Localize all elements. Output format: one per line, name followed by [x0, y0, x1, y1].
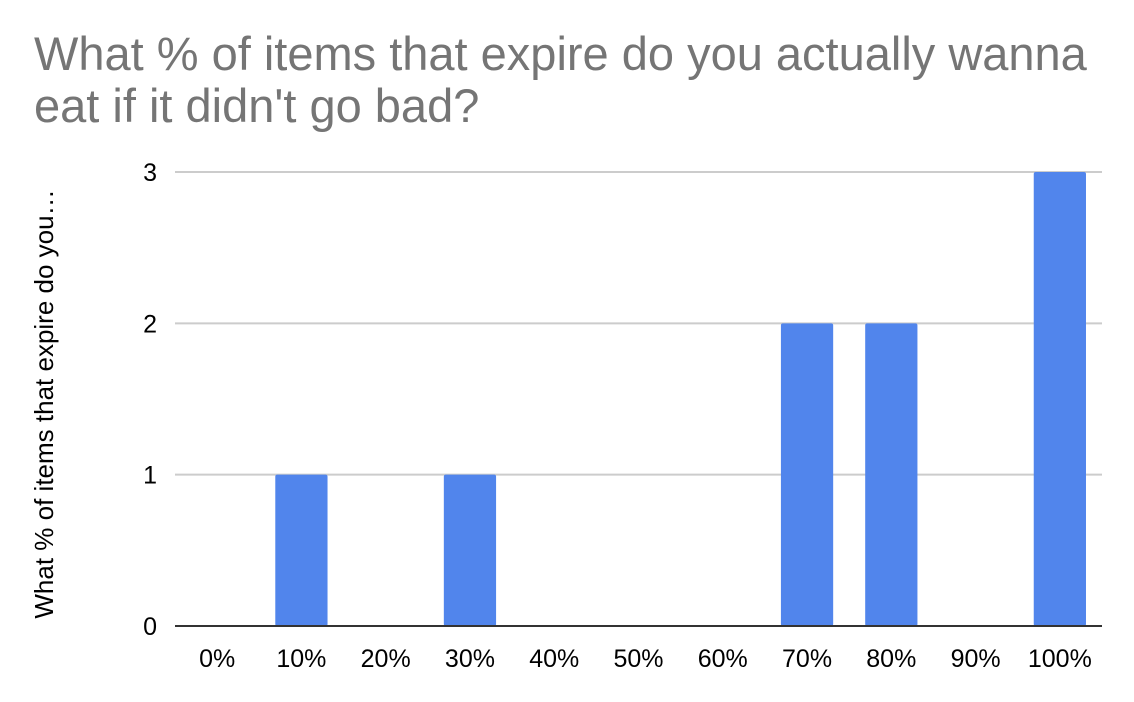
bar-7 [780, 323, 834, 626]
y-tick-labels: 0 1 2 3 [143, 159, 157, 641]
gridlines [175, 171, 1102, 476]
y-tick-label: 3 [143, 159, 157, 187]
x-tick-label: 100% [1028, 645, 1092, 673]
chart-title: What % of items that expire do you actua… [34, 27, 1087, 132]
bar-3 [443, 474, 497, 626]
x-tick-label: 40% [529, 645, 579, 673]
y-tick-label: 1 [143, 462, 157, 490]
bar-8 [865, 323, 918, 626]
x-tick-label: 0% [199, 645, 235, 673]
x-tick-label: 60% [698, 645, 748, 673]
bar-1 [275, 474, 328, 626]
x-tick-label: 50% [613, 645, 663, 673]
bar-10 [1033, 172, 1086, 626]
x-tick-labels: 0% 10% 20% 30% 40% 50% 60% 70% 80% 90% 100% [199, 645, 1092, 673]
x-tick-label: 20% [361, 645, 411, 673]
x-tick-label: 10% [276, 645, 326, 673]
y-tick-label: 0 [143, 613, 157, 641]
x-tick-label: 80% [866, 645, 916, 673]
bars [275, 172, 1086, 626]
x-tick-label: 30% [445, 645, 495, 673]
y-tick-label: 2 [143, 310, 157, 338]
x-tick-label: 70% [782, 645, 832, 673]
x-tick-label: 90% [951, 645, 1001, 673]
